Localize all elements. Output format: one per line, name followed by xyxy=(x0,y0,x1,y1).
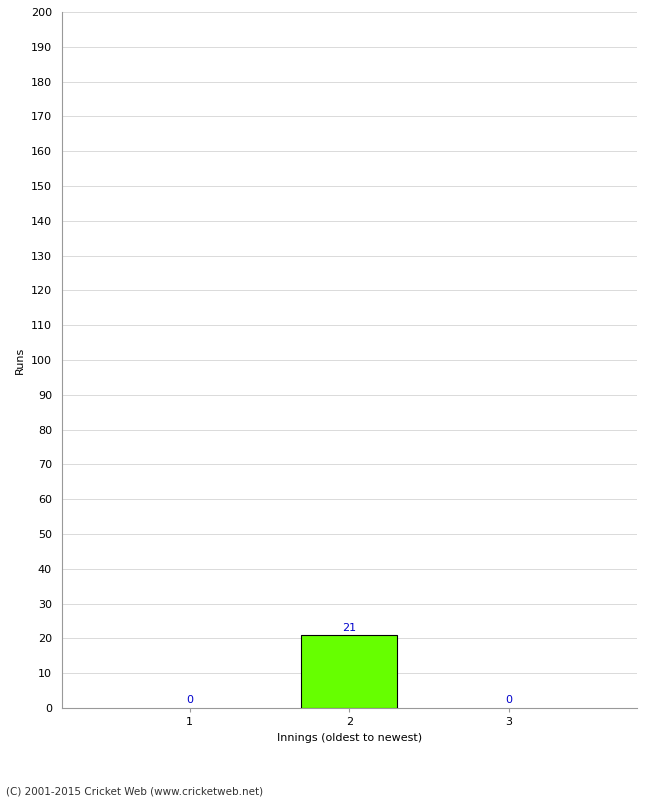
Y-axis label: Runs: Runs xyxy=(16,346,25,374)
Text: (C) 2001-2015 Cricket Web (www.cricketweb.net): (C) 2001-2015 Cricket Web (www.cricketwe… xyxy=(6,786,264,796)
X-axis label: Innings (oldest to newest): Innings (oldest to newest) xyxy=(277,733,422,742)
Text: 0: 0 xyxy=(186,694,193,705)
Bar xyxy=(302,635,397,708)
Text: 0: 0 xyxy=(506,694,513,705)
Text: 21: 21 xyxy=(343,623,356,633)
